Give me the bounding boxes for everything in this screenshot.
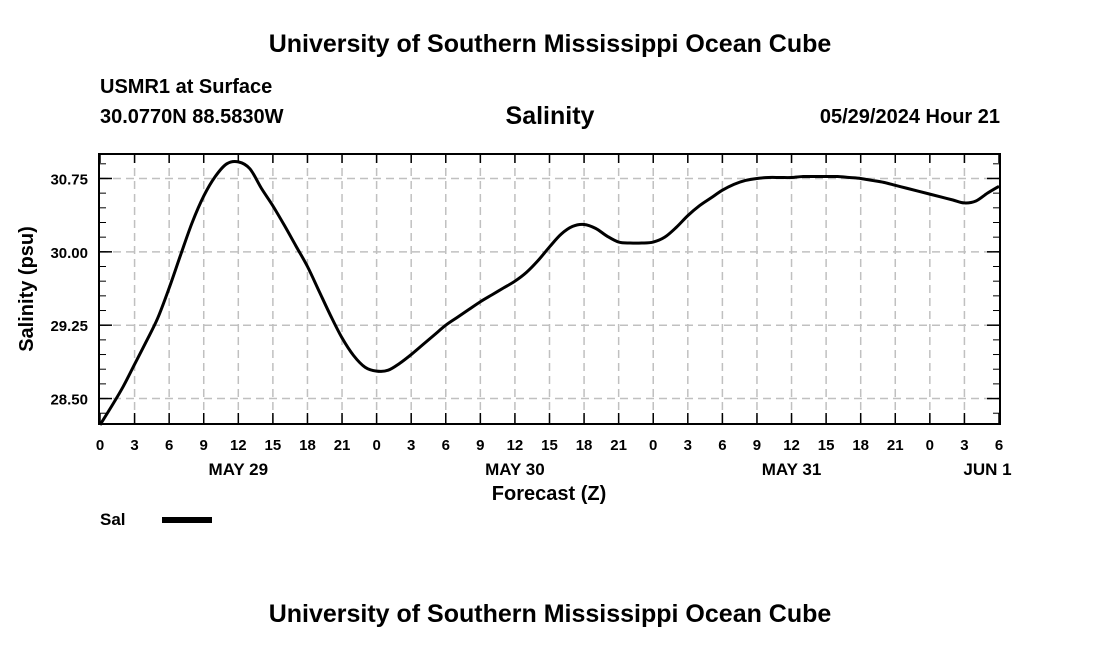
date-labels: MAY 29 MAY 30 MAY 31 JUN 1 [209,460,1012,479]
x-tick-label: 15 [541,437,558,454]
y-axis: 28.50 29.25 30.00 30.75 [50,163,999,414]
x-tick-label: 21 [334,437,351,454]
x-tick-label: 0 [649,437,657,454]
parameter-title: Salinity [505,102,595,130]
x-tick-label: 18 [299,437,316,454]
x-tick-label: 12 [507,437,524,454]
y-tick-label: 28.50 [50,392,88,409]
x-tick-label: 18 [852,437,869,454]
page-title: University of Southern Mississippi Ocean… [268,30,832,58]
plot-frame [98,153,1001,425]
x-tick-label: 21 [887,437,904,454]
legend-line-swatch [162,517,212,523]
y-tick-label: 30.75 [50,171,88,188]
series-group [98,159,1000,426]
x-tick-label: 6 [442,437,450,454]
forecast-datetime: 05/29/2024 Hour 21 [819,106,1000,128]
series-line-sal [98,159,1000,426]
x-tick-label: 3 [130,437,138,454]
x-tick-label: 6 [995,437,1003,454]
date-label: MAY 30 [485,460,545,479]
x-tick-label: 21 [610,437,627,454]
x-tick-label: 12 [783,437,800,454]
grid [100,155,999,423]
x-tick-label: 0 [96,437,104,454]
date-label: MAY 31 [762,460,822,479]
x-tick-label: 9 [753,437,761,454]
x-tick-label: 0 [372,437,380,454]
y-tick-label: 30.00 [50,245,88,262]
legend-label: Sal [100,510,126,529]
x-tick-label: 6 [165,437,173,454]
x-axis-title: Forecast (Z) [492,483,606,505]
x-tick-label: 9 [200,437,208,454]
date-label: MAY 29 [209,460,269,479]
x-tick-label: 15 [265,437,282,454]
x-tick-label: 3 [960,437,968,454]
footer-title: University of Southern Mississippi Ocean… [268,600,832,628]
y-tick-label: 29.25 [50,318,88,335]
date-label: JUN 1 [963,460,1011,479]
x-tick-label: 15 [818,437,835,454]
x-tick-label: 9 [476,437,484,454]
x-tick-label: 3 [684,437,692,454]
station-label: USMR1 at Surface [100,76,273,98]
y-axis-title: Salinity (psu) [16,226,38,352]
x-tick-label: 0 [926,437,934,454]
x-tick-label: 12 [230,437,247,454]
x-tick-label: 18 [576,437,593,454]
x-axis: 0 3 6 9 12 15 18 21 0 3 6 9 12 15 18 21 0 3 6 9 12 15 18 21 0 3 6 [96,155,1003,454]
x-tick-label: 6 [718,437,726,454]
station-coordinates: 30.0770N 88.5830W [100,106,284,128]
x-tick-label: 3 [407,437,415,454]
